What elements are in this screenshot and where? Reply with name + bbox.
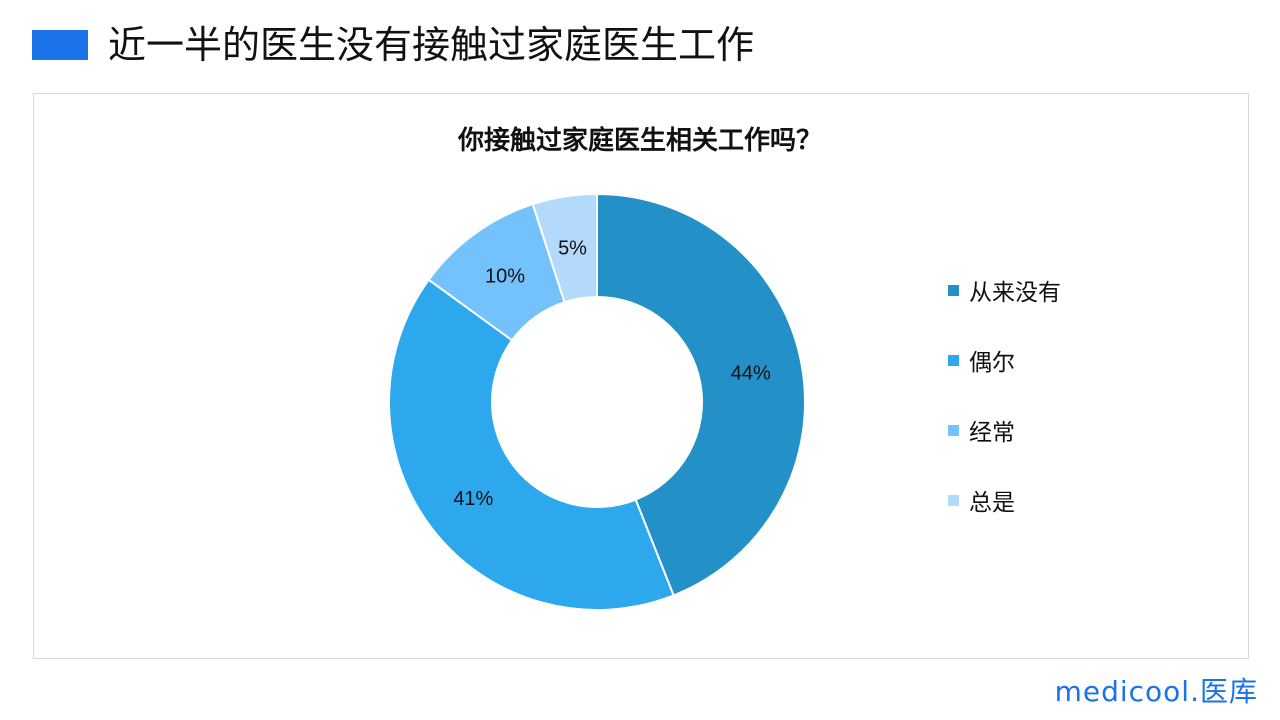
data-label: 5% [558, 237, 587, 259]
legend-item: 总是 [948, 482, 1061, 518]
legend-swatch [948, 424, 959, 436]
legend-swatch [948, 354, 959, 366]
legend-label: 偶尔 [969, 350, 1015, 376]
chart-title: 你接触过家庭医生相关工作吗？ [457, 126, 822, 156]
donut-slice-0 [596, 192, 806, 597]
logo: medicool.医库 [1054, 675, 1258, 708]
legend-swatch [948, 284, 959, 296]
data-label: 10% [485, 265, 525, 287]
legend-label: 从来没有 [969, 280, 1061, 306]
legend-item: 从来没有 [948, 272, 1061, 308]
data-label: 41% [453, 488, 493, 510]
legend-swatch [948, 494, 959, 506]
page-title: 近一半的医生没有接触过家庭医生工作 [108, 23, 755, 67]
donut-slice-3 [531, 192, 598, 304]
legend-label: 总是 [969, 490, 1015, 516]
data-label: 44% [731, 363, 771, 385]
chart-frame [33, 93, 1249, 659]
legend: 从来没有偶尔经常总是 [948, 272, 1061, 552]
legend-label: 经常 [969, 420, 1015, 446]
donut-slice-1 [388, 278, 675, 611]
legend-item: 经常 [948, 412, 1061, 448]
title-accent-bar [32, 30, 88, 60]
legend-item: 偶尔 [948, 342, 1061, 378]
